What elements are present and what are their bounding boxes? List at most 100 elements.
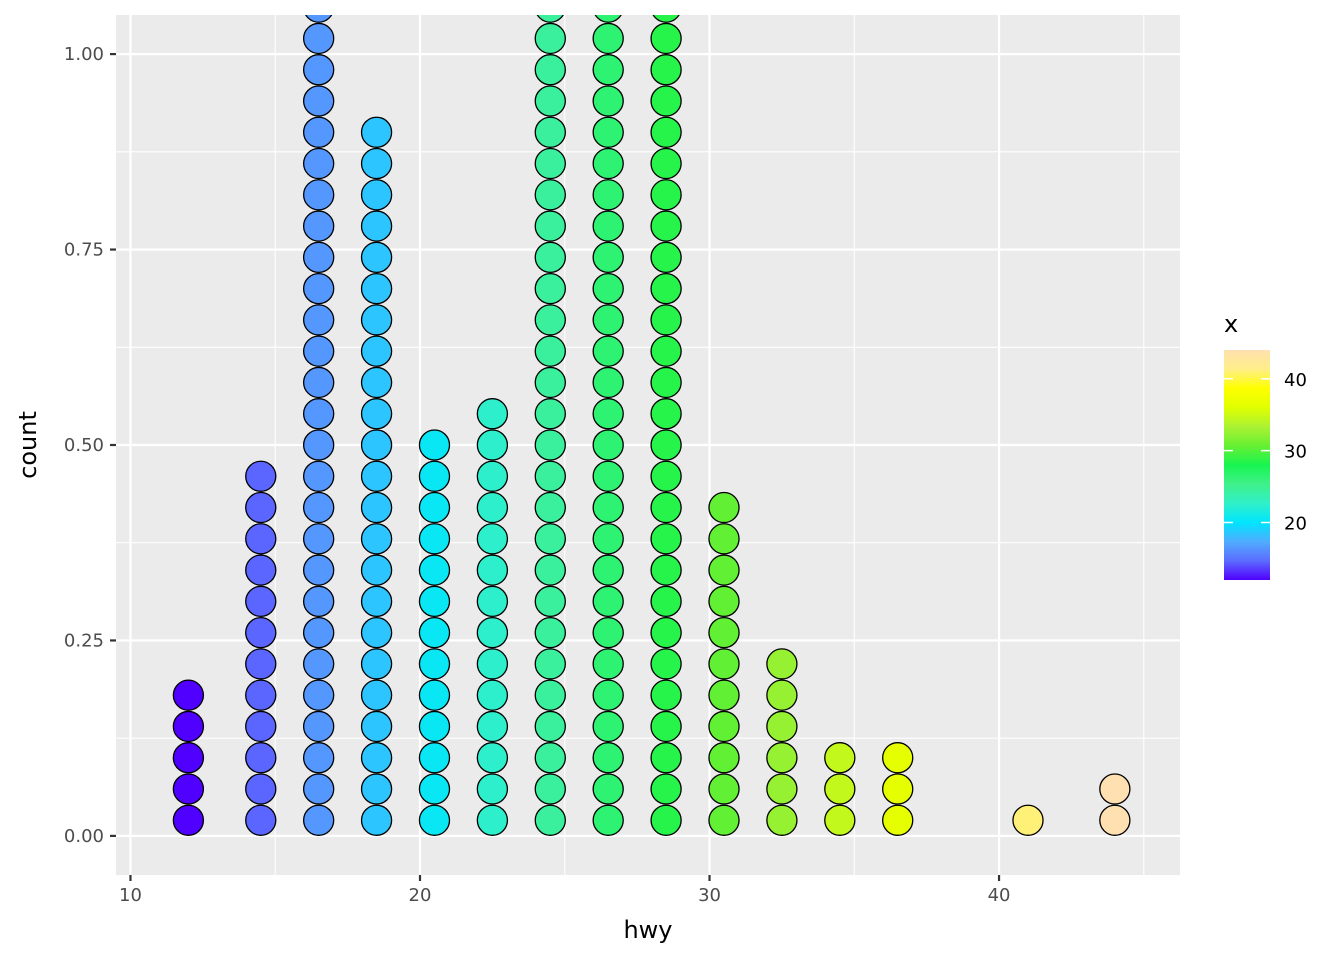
dot — [534, 210, 566, 242]
dot — [592, 179, 624, 211]
dot — [594, 15, 622, 23]
dot — [476, 585, 509, 618]
dot — [650, 398, 682, 430]
dot — [592, 210, 624, 242]
dot — [708, 616, 740, 649]
dot — [302, 210, 335, 242]
dot — [302, 710, 335, 743]
dot — [476, 491, 509, 524]
dot — [418, 554, 451, 586]
dot — [650, 429, 682, 461]
dot — [302, 460, 335, 492]
dot — [534, 679, 566, 711]
dot — [302, 429, 335, 461]
dot — [476, 742, 509, 774]
dot — [245, 710, 277, 743]
dot — [650, 272, 682, 305]
dot — [302, 366, 335, 399]
dot — [650, 523, 682, 555]
dot — [592, 54, 624, 86]
dot — [534, 585, 566, 618]
dot — [534, 272, 566, 305]
dot — [1099, 804, 1131, 836]
y-tick-label: 0.75 — [64, 240, 104, 261]
dot — [245, 616, 277, 649]
dot — [650, 304, 682, 336]
dot — [592, 773, 624, 805]
dot — [476, 554, 509, 586]
dot — [708, 773, 740, 805]
dot — [476, 460, 509, 492]
dot — [534, 710, 566, 743]
dot — [302, 147, 335, 180]
dot — [360, 523, 393, 555]
dot — [708, 710, 740, 743]
legend-tick-label: 20 — [1284, 514, 1307, 535]
dot — [592, 85, 624, 117]
y-tick-label: 0.00 — [64, 826, 104, 847]
dot — [245, 523, 277, 555]
dot — [592, 523, 624, 555]
dot — [172, 742, 205, 774]
dot — [418, 585, 451, 618]
dot — [592, 804, 624, 836]
dot — [650, 335, 682, 367]
dot — [360, 460, 393, 492]
dot — [245, 554, 277, 586]
dot — [418, 648, 451, 680]
dot — [245, 679, 277, 711]
dot — [534, 523, 566, 555]
dot — [592, 272, 624, 305]
dot — [650, 179, 682, 211]
dot — [302, 773, 335, 805]
dot — [824, 773, 856, 805]
dot — [650, 241, 682, 274]
color-legend: x 20 30 40 — [1224, 310, 1307, 580]
dot-stacks — [172, 15, 1131, 836]
dot — [476, 616, 509, 649]
dot — [245, 742, 277, 774]
dot — [766, 648, 798, 680]
dot — [592, 742, 624, 774]
dot — [534, 304, 566, 336]
dot — [302, 398, 335, 430]
dot — [360, 585, 393, 618]
dot — [418, 742, 451, 774]
dot — [1012, 804, 1044, 836]
dot — [650, 710, 682, 743]
dot — [650, 491, 682, 524]
dot — [650, 648, 682, 680]
y-tick-label: 0.50 — [64, 435, 104, 456]
dot — [534, 54, 566, 86]
legend-ticks: 20 30 40 — [1224, 370, 1307, 535]
x-tick-label: 10 — [119, 885, 142, 906]
x-axis: 10 20 30 40 — [119, 875, 1011, 906]
dot — [534, 742, 566, 774]
dot — [302, 523, 335, 555]
dot — [650, 679, 682, 711]
dot — [302, 804, 335, 836]
dot — [766, 773, 798, 805]
dot — [708, 679, 740, 711]
dot — [418, 804, 451, 836]
dot — [708, 491, 740, 524]
dot — [360, 241, 393, 274]
x-tick-label: 40 — [988, 885, 1011, 906]
dot — [708, 585, 740, 618]
dot — [302, 742, 335, 774]
dot — [650, 116, 682, 148]
dot — [592, 398, 624, 430]
y-axis: 0.00 0.25 0.50 0.75 1.00 — [64, 44, 116, 847]
dot — [302, 554, 335, 586]
dot — [476, 710, 509, 743]
dot — [766, 804, 798, 836]
dot — [650, 210, 682, 242]
dot — [650, 616, 682, 649]
dot — [650, 742, 682, 774]
dot — [592, 554, 624, 586]
dot — [418, 460, 451, 492]
dot — [534, 179, 566, 211]
dot — [534, 460, 566, 492]
dot — [592, 679, 624, 711]
dot — [418, 773, 451, 805]
